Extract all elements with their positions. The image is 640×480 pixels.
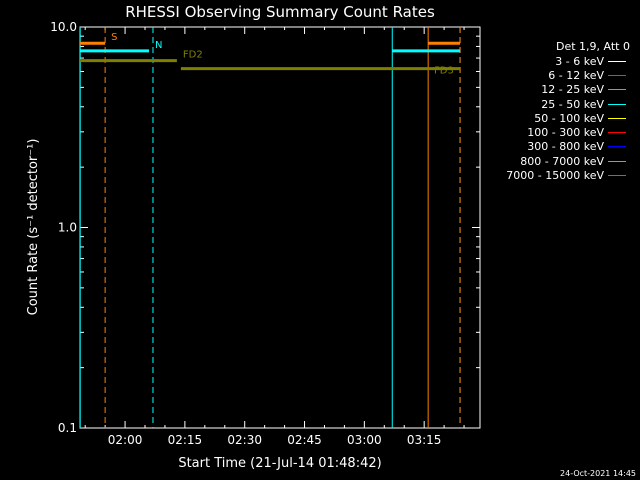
legend-entry-label: 3 - 6 keV: [555, 54, 604, 68]
flag-bar-label: N: [155, 40, 162, 51]
legend-swatch: [608, 117, 626, 119]
y-tick-label: 10.0: [50, 20, 77, 34]
legend: Det 1,9, Att 0 3 - 6 keV 6 - 12 keV 12 - 2…: [478, 40, 638, 183]
legend-entry: 3 - 6 keV: [478, 54, 638, 68]
plot-frame: [79, 26, 481, 429]
x-axis-label: Start Time (21-Jul-14 01:48:42): [178, 456, 381, 471]
legend-swatch: [608, 160, 626, 162]
legend-entry-label: 12 - 25 keV: [541, 83, 604, 97]
legend-swatch: [608, 89, 626, 91]
axis-ticks: 02:00 02:15 02:30 02:45 03:00 03:15 0.1 1.0 10.0: [50, 20, 480, 447]
legend-entry: 800 - 7000 keV: [478, 154, 638, 168]
flag-bar-label: S: [111, 32, 117, 43]
flag-bar-label: FD2: [183, 50, 203, 61]
legend-entry: 6 - 12 keV: [478, 68, 638, 82]
legend-swatch: [608, 103, 626, 105]
legend-entry-label: 800 - 7000 keV: [520, 154, 604, 168]
legend-swatch: [608, 146, 626, 148]
legend-entry-label: 6 - 12 keV: [548, 68, 604, 82]
x-tick-label: 02:15: [168, 433, 203, 447]
legend-title: Det 1,9, Att 0: [556, 40, 630, 53]
data-series: S N FD2 FD3: [79, 27, 461, 428]
footer-date: 24-Oct-2021 14:45: [560, 469, 636, 478]
y-tick-label: 1.0: [58, 221, 77, 235]
x-tick-label: 03:15: [407, 433, 442, 447]
x-tick-label: 03:00: [347, 433, 382, 447]
legend-entry: 7000 - 15000 keV: [478, 168, 638, 182]
legend-swatch: [608, 175, 626, 177]
legend-entry: 25 - 50 keV: [478, 97, 638, 111]
legend-entry-label: 100 - 300 keV: [527, 126, 604, 140]
legend-entry: 50 - 100 keV: [478, 111, 638, 125]
x-tick-label: 02:45: [287, 433, 322, 447]
legend-entry: 100 - 300 keV: [478, 125, 638, 139]
legend-entry-label: 300 - 800 keV: [527, 140, 604, 154]
x-tick-label: 02:00: [108, 433, 143, 447]
legend-swatch: [608, 60, 626, 62]
legend-entry-label: 25 - 50 keV: [541, 97, 604, 111]
legend-entry-label: 50 - 100 keV: [534, 111, 604, 125]
x-tick-label: 02:30: [227, 433, 262, 447]
legend-entry: 300 - 800 keV: [478, 140, 638, 154]
legend-swatch: [608, 74, 626, 76]
legend-swatch: [608, 132, 626, 134]
flag-bar-label: FD3: [434, 66, 454, 77]
chart-title: RHESSI Observing Summary Count Rates: [125, 3, 435, 21]
legend-entry-label: 7000 - 15000 keV: [506, 169, 604, 183]
legend-entry: 12 - 25 keV: [478, 83, 638, 97]
y-axis-label: Count Rate (s⁻¹ detector⁻¹): [26, 139, 41, 316]
y-tick-label: 0.1: [58, 421, 77, 435]
